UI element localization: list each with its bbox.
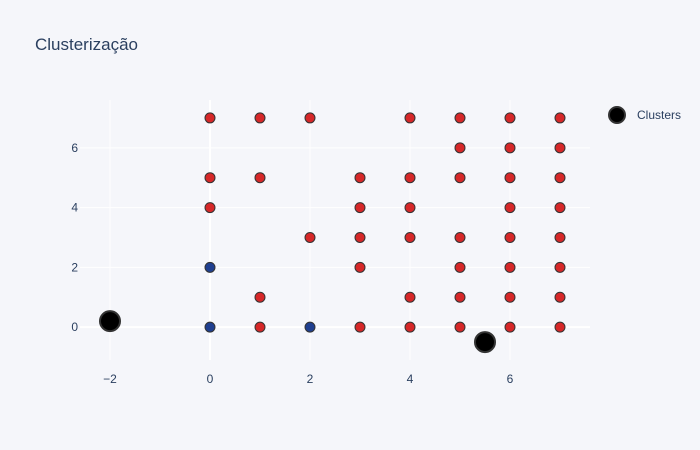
red-data-point[interactable] [404,172,416,184]
red-data-point[interactable] [404,202,416,214]
red-data-point[interactable] [504,112,516,124]
red-data-point[interactable] [254,172,266,184]
red-data-point[interactable] [554,172,566,184]
red-data-point[interactable] [354,202,366,214]
red-data-point[interactable] [454,172,466,184]
red-data-point[interactable] [354,261,366,273]
tick-layer: −2 0 2 4 6 0 2 4 6 [71,141,513,386]
red-data-point[interactable] [504,142,516,154]
y-tick-label: 2 [71,260,78,274]
red-data-point[interactable] [504,202,516,214]
red-data-point[interactable] [304,231,316,243]
red-data-point[interactable] [504,261,516,273]
red-data-point[interactable] [254,291,266,303]
red-data-point[interactable] [254,321,266,333]
x-tick-label: 6 [507,372,514,386]
red-data-point[interactable] [504,291,516,303]
chart-title: Clusterização [35,35,138,54]
red-data-point[interactable] [204,202,216,214]
red-data-point[interactable] [404,321,416,333]
red-data-point[interactable] [204,172,216,184]
red-data-point[interactable] [554,291,566,303]
red-data-point[interactable] [504,231,516,243]
red-data-point[interactable] [554,112,566,124]
red-data-point[interactable] [304,112,316,124]
red-data-point[interactable] [554,202,566,214]
red-data-point[interactable] [504,321,516,333]
red-data-point[interactable] [454,261,466,273]
x-tick-label: 4 [407,372,414,386]
red-data-point[interactable] [404,291,416,303]
red-data-point[interactable] [454,321,466,333]
y-tick-label: 6 [71,141,78,155]
red-data-point[interactable] [354,321,366,333]
y-tick-label: 0 [71,320,78,334]
red-data-point[interactable] [454,142,466,154]
red-data-point[interactable] [554,261,566,273]
cluster-center-point[interactable] [474,331,496,354]
red-data-point[interactable] [504,172,516,184]
red-data-point[interactable] [554,231,566,243]
y-tick-label: 4 [71,201,78,215]
x-tick-label: −2 [103,372,117,386]
cluster-center-point[interactable] [99,310,121,333]
red-data-point[interactable] [454,112,466,124]
legend[interactable]: Clusters [608,106,681,124]
red-data-point[interactable] [404,112,416,124]
x-tick-label: 0 [207,372,214,386]
red-data-point[interactable] [554,321,566,333]
legend-label-clusters[interactable]: Clusters [637,108,681,122]
red-data-point[interactable] [354,231,366,243]
red-data-point[interactable] [354,172,366,184]
red-data-point[interactable] [454,231,466,243]
red-data-point[interactable] [454,291,466,303]
blue-data-point[interactable] [304,321,316,333]
red-data-point[interactable] [554,142,566,154]
red-data-point[interactable] [204,112,216,124]
red-data-point[interactable] [404,231,416,243]
red-data-point[interactable] [254,112,266,124]
legend-marker-clusters[interactable] [608,106,626,124]
points-layer [99,112,566,354]
blue-data-point[interactable] [204,321,216,333]
x-tick-label: 2 [307,372,314,386]
blue-data-point[interactable] [204,261,216,273]
